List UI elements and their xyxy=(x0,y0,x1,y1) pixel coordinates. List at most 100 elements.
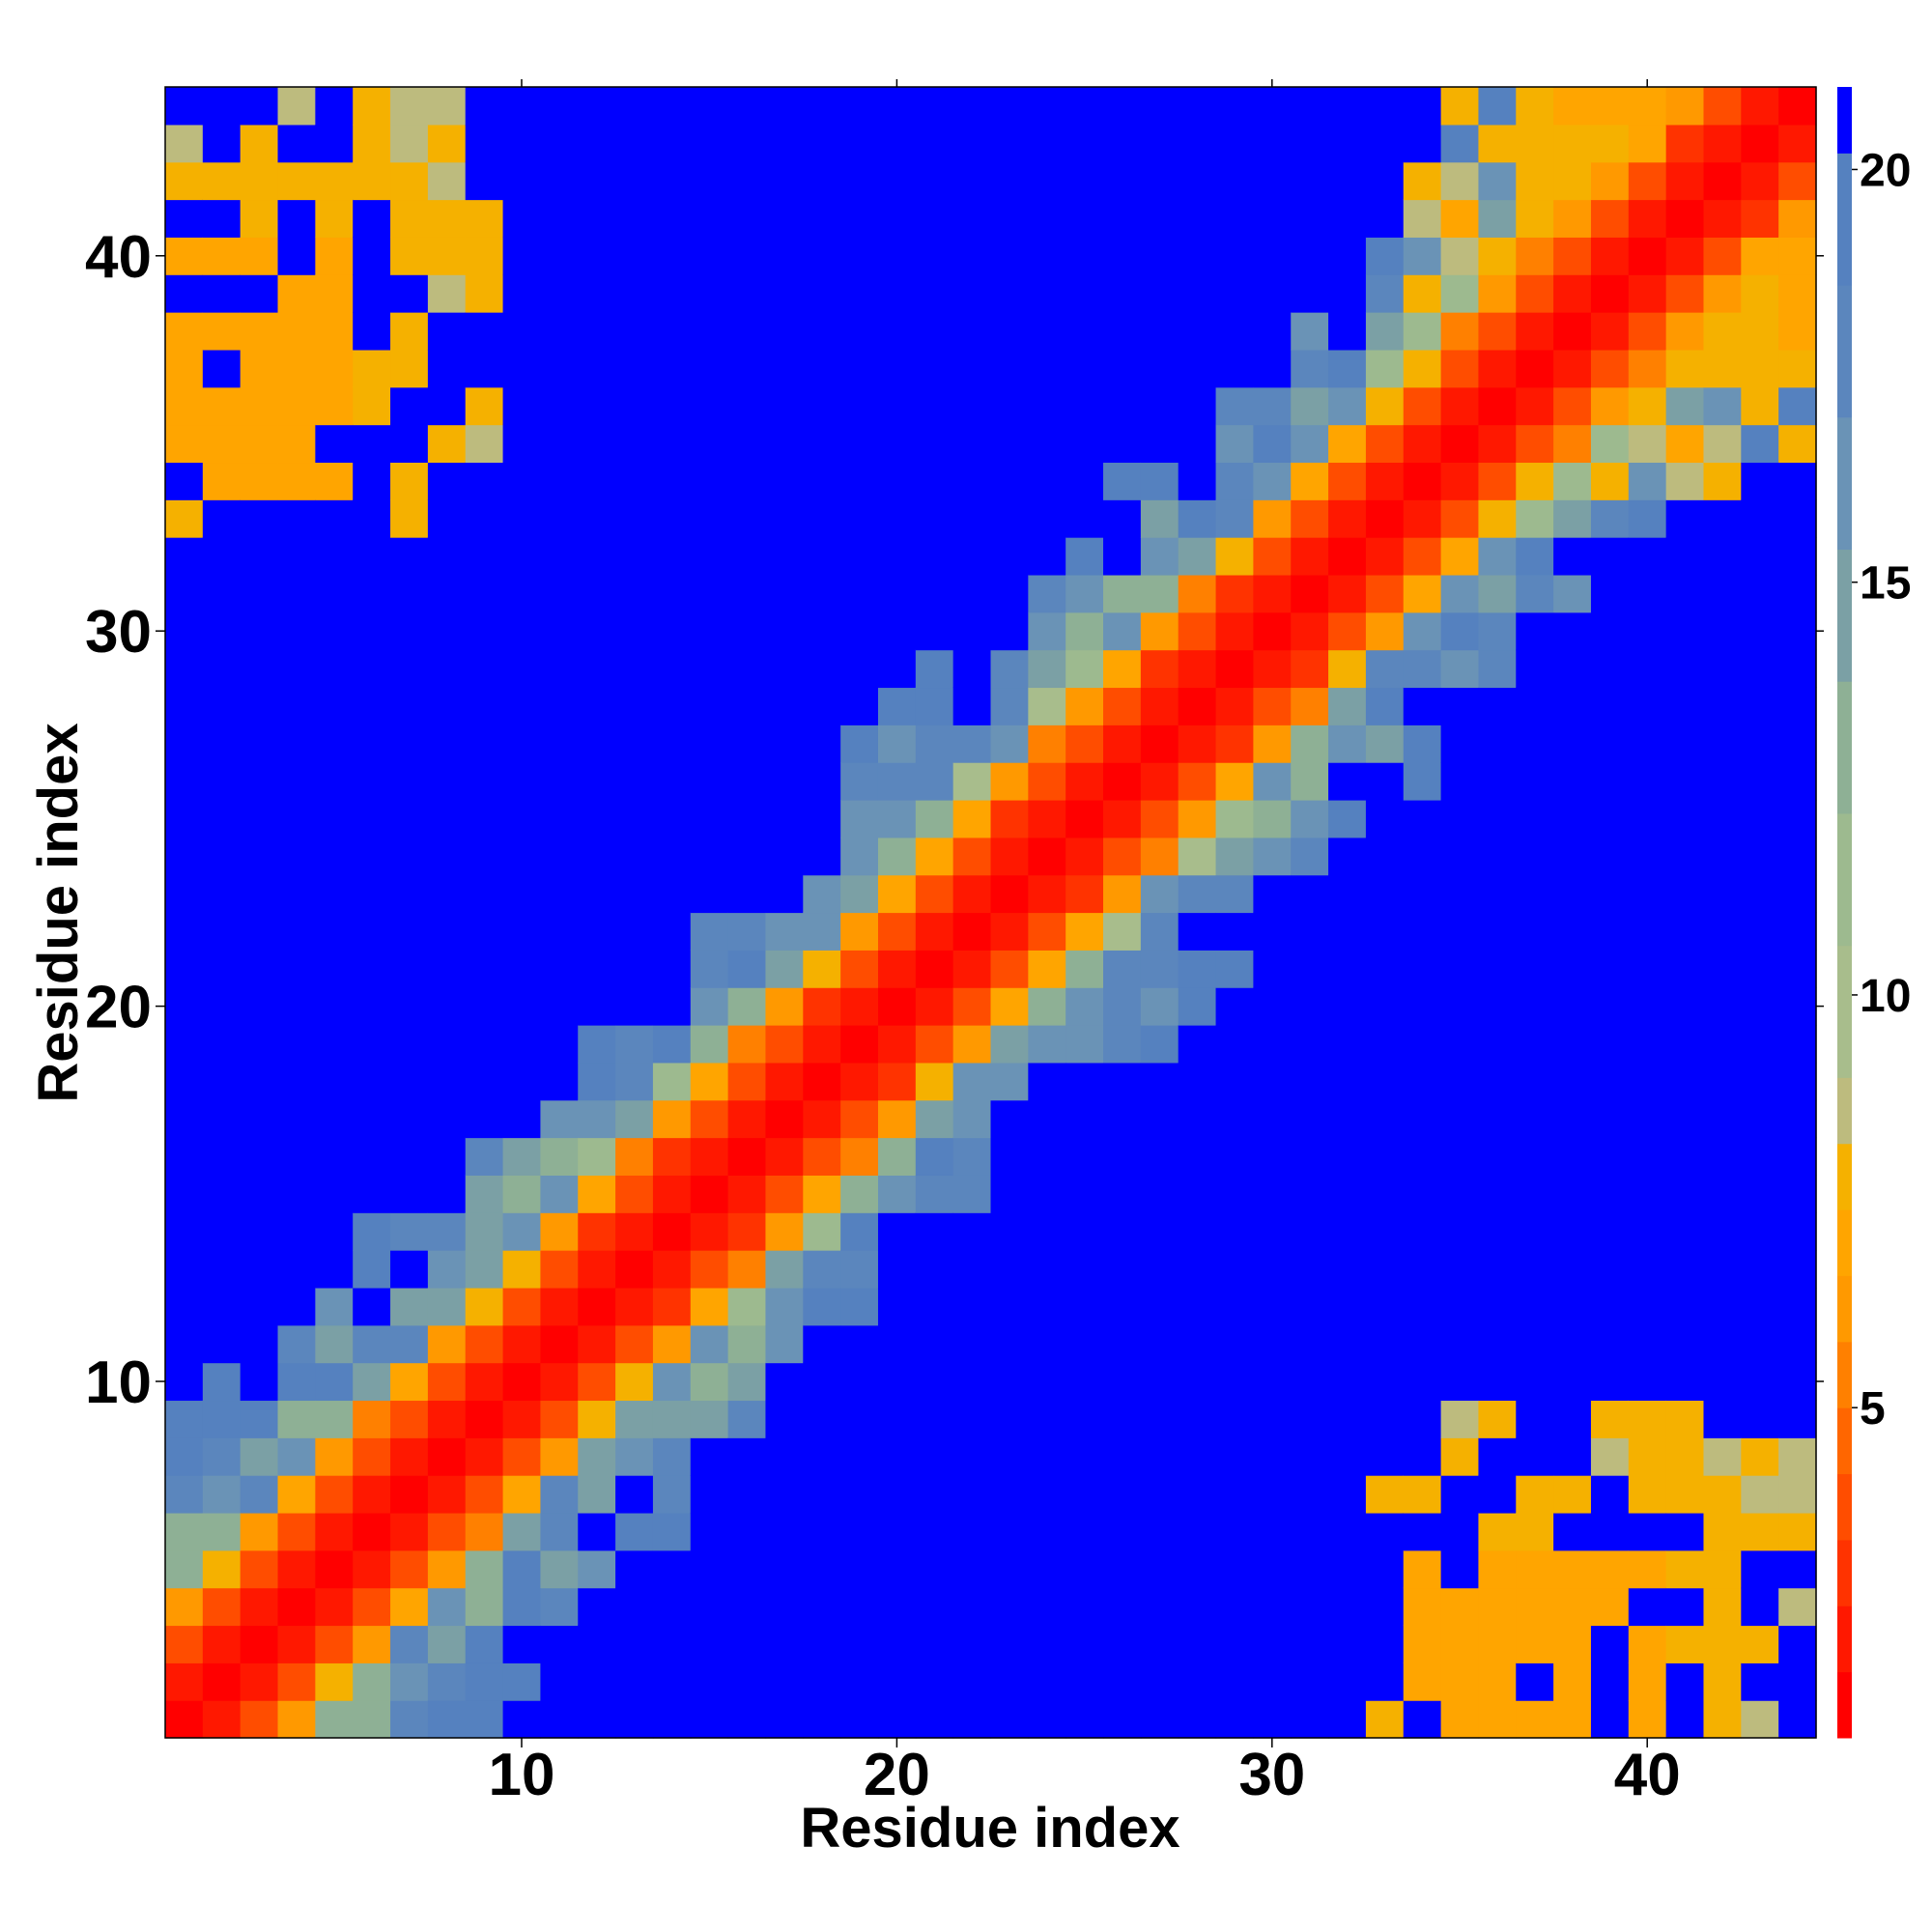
heatmap-cell xyxy=(353,1099,391,1139)
heatmap-cell xyxy=(1778,799,1817,838)
heatmap-cell xyxy=(765,424,804,464)
colorbar-tick-label: 5 xyxy=(1860,1383,1886,1435)
heatmap-cell xyxy=(390,462,429,500)
heatmap-cell xyxy=(690,312,729,351)
heatmap-cell xyxy=(690,124,729,163)
heatmap-cell xyxy=(803,799,841,838)
heatmap-cell xyxy=(1590,1287,1630,1326)
heatmap-cell xyxy=(990,687,1029,725)
heatmap-cell xyxy=(1778,1212,1817,1251)
heatmap-cell xyxy=(1665,537,1705,576)
heatmap-cell xyxy=(1291,950,1329,988)
heatmap-cell xyxy=(803,1587,841,1627)
heatmap-cell xyxy=(1741,1324,1779,1364)
heatmap-cell xyxy=(465,1175,504,1213)
heatmap-cell xyxy=(1628,1475,1667,1514)
heatmap-cell xyxy=(315,1175,354,1213)
heatmap-cell xyxy=(1140,537,1179,576)
heatmap-cell xyxy=(952,1587,992,1627)
heatmap-cell xyxy=(840,499,879,538)
heatmap-cell xyxy=(1665,1437,1705,1476)
heatmap-cell xyxy=(727,762,767,801)
heatmap-cell xyxy=(165,1625,204,1663)
heatmap-cell xyxy=(1215,1437,1254,1476)
heatmap-cell xyxy=(1403,1212,1442,1251)
heatmap-cell xyxy=(727,987,767,1026)
heatmap-cell xyxy=(1440,611,1480,651)
heatmap-cell xyxy=(240,1175,279,1213)
heatmap-cell xyxy=(353,537,391,576)
heatmap-cell xyxy=(1103,950,1142,988)
heatmap-cell xyxy=(1328,124,1367,163)
heatmap-cell xyxy=(1365,1587,1405,1627)
heatmap-cell xyxy=(1778,1025,1817,1064)
colorbar-segment xyxy=(1837,681,1852,814)
heatmap-cell xyxy=(952,1662,992,1701)
heatmap-cell xyxy=(1065,537,1104,576)
heatmap-cell xyxy=(690,386,729,426)
heatmap-cell xyxy=(803,1137,841,1176)
heatmap-cell xyxy=(465,87,504,126)
heatmap-cell xyxy=(1140,874,1179,914)
heatmap-cell xyxy=(315,874,354,914)
heatmap-cell xyxy=(502,274,542,313)
heatmap-cell xyxy=(1778,1362,1817,1402)
heatmap-cell xyxy=(1628,274,1667,313)
heatmap-cell xyxy=(1628,1362,1667,1402)
heatmap-cell xyxy=(1065,1212,1104,1251)
heatmap-cell xyxy=(165,499,204,538)
heatmap-cell xyxy=(1665,499,1705,538)
heatmap-cell xyxy=(1178,611,1217,651)
heatmap-cell xyxy=(727,1250,767,1289)
heatmap-cell xyxy=(952,874,992,914)
heatmap-cell xyxy=(915,462,954,500)
heatmap-cell xyxy=(540,799,579,838)
heatmap-cell xyxy=(1178,274,1217,313)
heatmap-cell xyxy=(502,762,542,801)
heatmap-cell xyxy=(1440,1212,1480,1251)
heatmap-cell xyxy=(1703,837,1742,876)
heatmap-cell xyxy=(952,1324,992,1364)
heatmap-cell xyxy=(1253,1700,1292,1739)
heatmap-cell xyxy=(1516,912,1554,951)
heatmap-cell xyxy=(1065,1137,1104,1176)
colorbar-segment xyxy=(1837,1143,1852,1210)
heatmap-cell xyxy=(315,950,354,988)
heatmap-cell xyxy=(1440,987,1480,1026)
heatmap-cell xyxy=(1328,1250,1367,1289)
heatmap-cell xyxy=(915,424,954,464)
heatmap-cell xyxy=(1103,874,1142,914)
heatmap-cell xyxy=(1553,1324,1592,1364)
heatmap-cell xyxy=(240,199,279,238)
heatmap-cell xyxy=(277,1175,316,1213)
heatmap-cell xyxy=(1440,950,1480,988)
heatmap-cell xyxy=(877,1287,917,1326)
heatmap-cell xyxy=(1328,462,1367,500)
heatmap-cell xyxy=(1553,724,1592,763)
heatmap-cell xyxy=(502,912,542,951)
heatmap-cell xyxy=(1478,1250,1517,1289)
heatmap-cell xyxy=(465,1250,504,1289)
heatmap-cell xyxy=(1590,161,1630,201)
heatmap-cell xyxy=(1365,386,1405,426)
heatmap-cell xyxy=(578,1549,616,1589)
heatmap-cell xyxy=(1178,574,1217,613)
heatmap-cell xyxy=(1590,312,1630,351)
heatmap-cell xyxy=(990,1099,1029,1139)
heatmap-cell xyxy=(1628,1062,1667,1101)
heatmap-cell xyxy=(877,537,917,576)
heatmap-cell xyxy=(1590,386,1630,426)
heatmap-cell xyxy=(652,874,692,914)
heatmap-cell xyxy=(1478,274,1517,313)
heatmap-cell xyxy=(353,1137,391,1176)
heatmap-cell xyxy=(1478,649,1517,689)
heatmap-cell xyxy=(803,349,841,388)
heatmap-cell xyxy=(1590,724,1630,763)
heatmap-cell xyxy=(1665,1475,1705,1514)
heatmap-cell xyxy=(1703,424,1742,464)
heatmap-cell xyxy=(1065,1324,1104,1364)
heatmap-cell xyxy=(1291,1549,1329,1589)
heatmap-cell xyxy=(540,386,579,426)
heatmap-cell xyxy=(1103,1324,1142,1364)
heatmap-cell xyxy=(727,424,767,464)
